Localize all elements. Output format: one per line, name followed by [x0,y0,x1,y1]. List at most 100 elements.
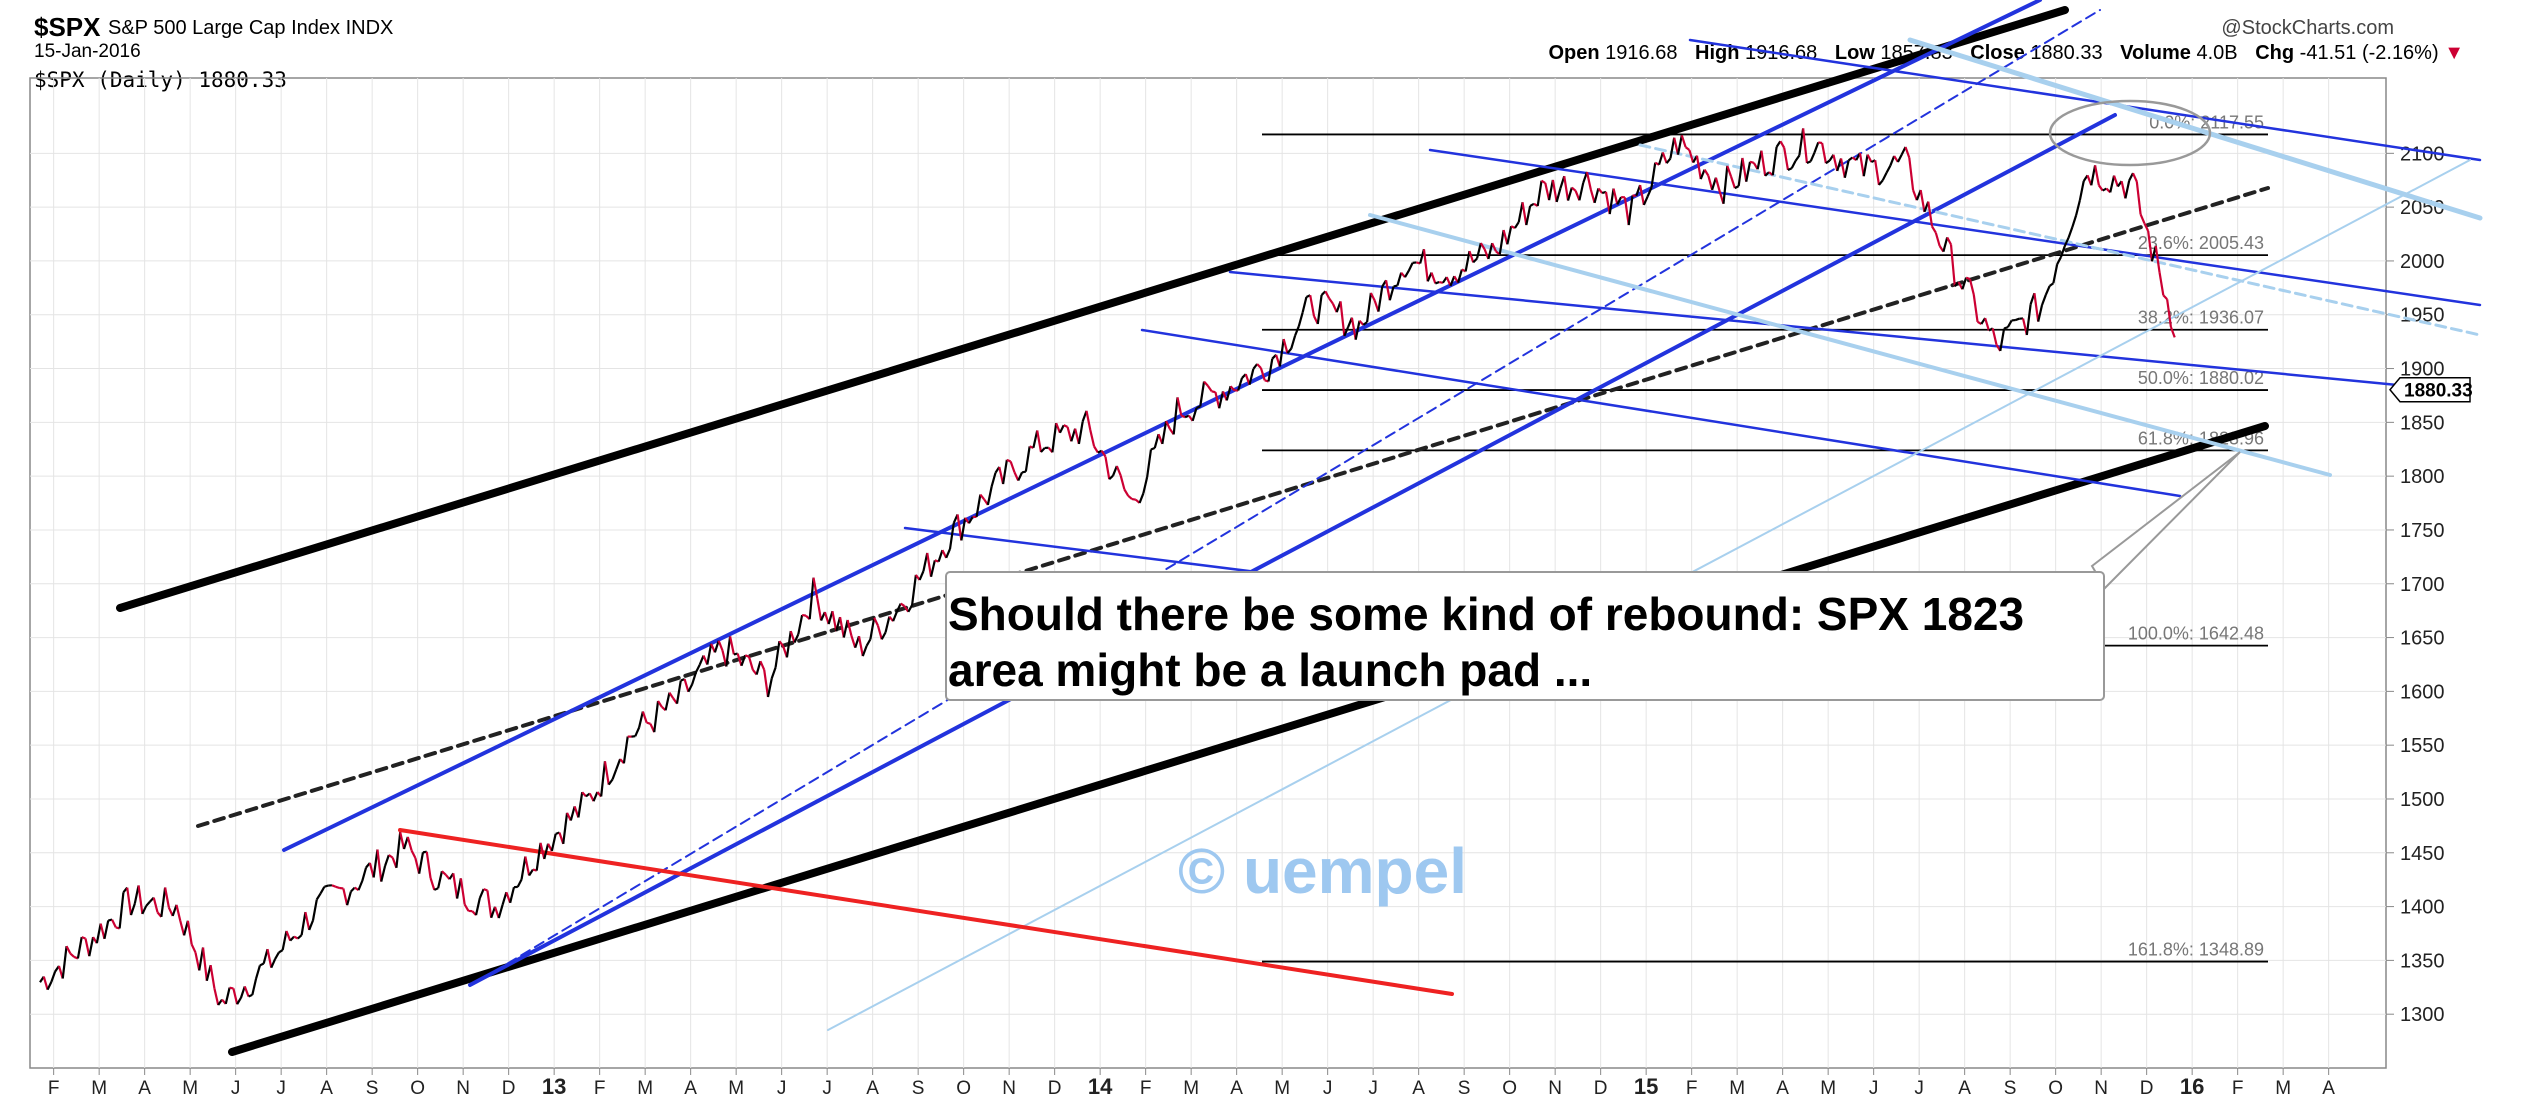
y-tick-label: 1800 [2400,466,2445,488]
price-bar [1571,186,1577,192]
price-bar [1946,236,1952,245]
price-bar [194,952,201,971]
x-tick-label: M [1183,1078,1199,1099]
price-bar [793,633,800,643]
price-bar [615,758,622,770]
price-bar [1407,262,1414,272]
price-bar [99,923,106,940]
price-bar [297,934,303,940]
price-bar [243,986,250,997]
price-bar [1445,276,1452,287]
price-bar [1123,488,1130,497]
high-label: High [1695,42,1740,64]
x-tick-label: A [320,1078,333,1099]
price-bar [126,887,133,916]
price-bar [118,892,125,929]
price-bar [675,680,682,704]
price-bar [209,964,216,989]
fib-level-label: 23.6%: 2005.43 [2138,233,2264,253]
price-bar [175,904,182,922]
x-tick-label: O [2048,1078,2063,1099]
price-bar [1396,272,1403,286]
x-tick-label: 13 [542,1074,566,1099]
x-tick-label: A [684,1078,697,1099]
price-bar [550,833,557,852]
price-bar [611,768,618,780]
x-tick-label: A [1412,1078,1425,1099]
price-bar [1115,465,1122,476]
price-bar [622,736,629,764]
price-bar [755,660,762,675]
price-bar [81,936,86,940]
price-bar [1267,358,1274,382]
price-bar [1809,152,1816,162]
price-bar [2166,299,2173,328]
price-bar [975,494,982,518]
price-bar [1309,295,1316,317]
fib-level-label: 50.0%: 1880.02 [2138,368,2264,388]
price-bar [50,971,57,983]
price-bar [239,986,246,999]
x-tick-label: O [1502,1078,1517,1099]
price-bar [1393,284,1398,288]
price-bar [2075,199,2081,216]
price-bar [107,918,113,922]
price-bar [1984,317,1990,331]
price-bar [744,654,750,658]
price-bar [892,611,898,622]
index-name: S&P 500 Large Cap Index INDX [108,17,393,40]
price-bar [1847,156,1854,162]
price-bar [1896,154,1903,163]
price-bar [437,870,443,889]
price-bar [1324,290,1331,299]
price-bar [520,856,527,880]
price-bar [1040,447,1046,453]
price-bar [1589,189,1596,204]
close-value: 1880.33 [2030,42,2103,64]
price-bar [929,560,936,577]
price-bar [1665,157,1672,164]
price-bar [46,981,53,991]
price-bar [2015,317,2020,322]
price-bar [2025,304,2032,336]
price-bar [1214,391,1221,409]
price-bar [224,987,231,1005]
price-bar [1806,160,1812,165]
price-bar [2147,230,2154,262]
price-bar [1904,146,1911,159]
price-bar [2124,180,2131,199]
price-bar [876,625,883,640]
price-bar [304,911,311,931]
price-bar [2113,175,2119,187]
price-bar [1726,165,1733,178]
price-bar [1388,286,1395,301]
x-tick-label: M [728,1078,744,1099]
price-bar [1642,196,1649,206]
price-bar [433,887,439,891]
fib-level-label: 161.8%: 1348.89 [2128,940,2264,960]
price-bar [1529,202,1535,207]
price-bar [1196,405,1201,410]
price-bar [1131,497,1136,501]
x-tick-label: N [1548,1078,1562,1099]
x-tick-label: F [594,1078,606,1099]
price-bar [535,842,542,871]
price-bar [1734,185,1740,190]
price-bar [945,548,952,559]
price-bar [1491,242,1497,252]
price-bar [1790,160,1797,169]
price-bar [1464,250,1471,272]
price-bar [509,886,516,904]
price-bar [1657,152,1664,166]
price-bar [1525,205,1532,226]
price-bar [478,888,485,899]
exchange-code: INDX [345,17,394,39]
price-bar [474,897,481,916]
y-tick-label: 1900 [2400,359,2445,381]
price-bar [2071,214,2078,228]
price-bar [1544,182,1551,201]
price-bar [729,636,735,655]
price-bar [1563,176,1570,201]
price-bar [812,577,819,599]
